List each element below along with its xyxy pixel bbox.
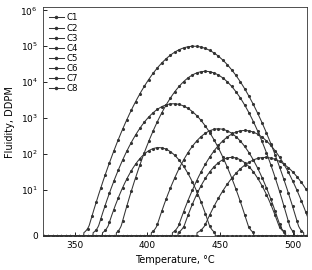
X-axis label: Temperature, °C: Temperature, °C [135,255,215,265]
Y-axis label: Fluidity, DDPM: Fluidity, DDPM [5,86,15,157]
Legend: C1, C2, C3, C4, C5, C6, C7, C8: C1, C2, C3, C4, C5, C6, C7, C8 [47,12,80,94]
